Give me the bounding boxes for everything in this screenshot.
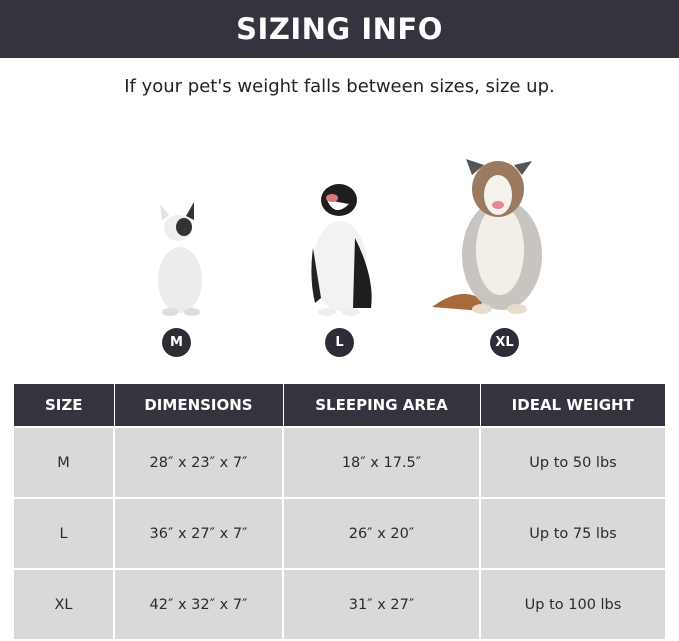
sizing-info-banner: SIZING INFO: [0, 0, 679, 58]
table-row: M 28″ x 23″ x 7″ 18″ x 17.5″ Up to 50 lb…: [14, 426, 665, 499]
header-size: SIZE: [14, 384, 115, 428]
cell-ideal-weight: Up to 100 lbs: [479, 568, 665, 641]
large-dog-image: [311, 184, 372, 316]
sizing-table: SIZE DIMENSIONS SLEEPING AREA IDEAL WEIG…: [14, 384, 665, 641]
cell-size: M: [14, 426, 115, 499]
cell-dimensions: 36″ x 27″ x 7″: [113, 497, 284, 570]
header-dimensions: DIMENSIONS: [113, 384, 284, 428]
cell-size: L: [14, 497, 115, 570]
header-ideal-weight: IDEAL WEIGHT: [479, 384, 665, 428]
table-row: L 36″ x 27″ x 7″ 26″ x 20″ Up to 75 lbs: [14, 497, 665, 570]
cell-dimensions: 42″ x 32″ x 7″: [113, 568, 284, 641]
size-badge-l: L: [325, 328, 354, 357]
extra-large-dog-image: [432, 159, 542, 314]
table-row: XL 42″ x 32″ x 7″ 31″ x 27″ Up to 100 lb…: [14, 568, 665, 641]
size-badge-m: M: [162, 328, 191, 357]
size-advice-text: If your pet's weight falls between sizes…: [124, 76, 555, 97]
medium-dog-image: [158, 202, 202, 316]
cell-sleeping-area: 26″ x 20″: [282, 497, 481, 570]
cell-size: XL: [14, 568, 115, 641]
header-sleeping-area: SLEEPING AREA: [282, 384, 481, 428]
cell-dimensions: 28″ x 23″ x 7″: [113, 426, 284, 499]
size-badge-xl: XL: [490, 328, 519, 357]
cell-sleeping-area: 31″ x 27″: [282, 568, 481, 641]
table-header-row: SIZE DIMENSIONS SLEEPING AREA IDEAL WEIG…: [14, 384, 665, 428]
cell-sleeping-area: 18″ x 17.5″: [282, 426, 481, 499]
cell-ideal-weight: Up to 75 lbs: [479, 497, 665, 570]
cell-ideal-weight: Up to 50 lbs: [479, 426, 665, 499]
